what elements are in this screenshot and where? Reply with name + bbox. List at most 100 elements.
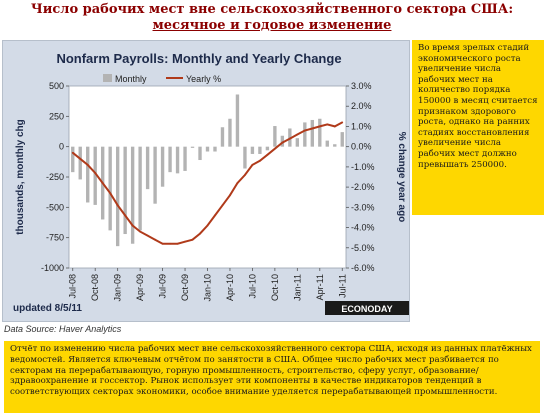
yearly-point	[109, 192, 112, 195]
legend-label-monthly: Monthly	[115, 74, 147, 84]
monthly-bar	[108, 146, 112, 231]
x-tick-label: Jan-09	[113, 274, 123, 302]
updated-note: updated 8/5/11	[13, 303, 82, 314]
yearly-point	[71, 151, 74, 154]
monthly-bar	[340, 132, 344, 147]
yearly-point	[199, 232, 201, 235]
monthly-bar	[228, 118, 232, 147]
monthly-bars	[71, 94, 344, 247]
left-tick-label: -500	[46, 202, 64, 212]
monthly-bar	[175, 146, 180, 174]
right-axis: 3.0% 2.0% 1.0% 0.0% -1.0% -2.0% -3.0% -4.0% -5.0…	[346, 81, 375, 273]
monthly-bar	[93, 146, 97, 205]
left-tick-label: 0	[59, 142, 64, 152]
left-axis-label: thousands, monthly chg	[15, 119, 26, 235]
left-axis: 500 250 0 -250 -500 -750 -1000	[41, 81, 69, 273]
left-tick-label: -750	[46, 233, 64, 243]
chart-title: Nonfarm Payrolls: Monthly and Yearly Cha…	[56, 51, 341, 66]
right-tick-label: -1.0%	[351, 162, 375, 172]
yearly-point	[184, 240, 186, 243]
yearly-point	[296, 133, 299, 136]
monthly-bar	[130, 146, 135, 244]
monthly-bar	[333, 144, 337, 147]
right-tick-label: 2.0%	[351, 101, 372, 111]
monthly-bar	[295, 138, 300, 147]
x-tick-label: Jan-11	[292, 274, 302, 301]
right-tick-label: -6.0%	[351, 263, 375, 273]
monthly-bar	[310, 119, 314, 147]
payrolls-chart: Nonfarm Payrolls: Monthly and Yearly Cha…	[13, 51, 409, 315]
yearly-point	[154, 238, 156, 241]
left-tick-label: -250	[46, 172, 64, 182]
yearly-point	[206, 224, 209, 227]
monthly-bar	[265, 146, 270, 151]
monthly-bar	[318, 118, 322, 147]
yearly-point	[281, 141, 284, 144]
monthly-bar	[78, 146, 82, 180]
monthly-bar	[183, 146, 187, 171]
x-tick-label: Jul-09	[158, 274, 168, 299]
yearly-point	[124, 214, 127, 217]
yearly-point	[176, 242, 179, 245]
monthly-bar	[86, 146, 90, 203]
legend: Monthly Yearly %	[103, 74, 221, 84]
left-tick-label: 250	[49, 111, 64, 121]
monthly-bar	[205, 146, 210, 152]
yearly-point	[311, 127, 314, 130]
monthly-bar	[243, 146, 247, 169]
yearly-line	[71, 121, 344, 245]
yearly-point	[131, 224, 134, 227]
yearly-point	[86, 163, 89, 166]
monthly-bar	[145, 146, 150, 190]
right-axis-label: % change year ago	[396, 132, 407, 223]
yearly-point	[266, 153, 269, 156]
right-tick-label: -2.0%	[351, 182, 375, 192]
monthly-bar	[280, 135, 285, 147]
x-tick-label: Oct-09	[180, 274, 190, 301]
watermark: ECONODAY	[341, 304, 392, 314]
yearly-point	[146, 234, 149, 237]
yearly-point	[229, 194, 231, 197]
x-tick-label: Jan-10	[203, 274, 213, 302]
monthly-bar	[250, 146, 255, 154]
yearly-point	[259, 159, 261, 162]
yearly-point	[341, 121, 344, 124]
right-tick-label: 0.0%	[351, 142, 372, 152]
x-tick-label: Jul-08	[68, 274, 78, 299]
description-note: Отчёт по изменению числа рабочих мест вн…	[4, 341, 540, 413]
data-source: Data Source: Haver Analytics	[4, 324, 122, 334]
title-band: Число рабочих мест вне сельскохозяйствен…	[0, 0, 544, 38]
monthly-bar	[258, 146, 262, 154]
monthly-bar	[213, 146, 217, 152]
x-axis: Jul-08 Oct-08 Jan-09 Apr-09 Jul-09 Oct-09 Jan-…	[68, 268, 347, 302]
x-tick-label: Oct-10	[270, 274, 280, 301]
yearly-point	[244, 174, 246, 176]
yearly-point	[191, 238, 194, 241]
slide-subtitle: месячное и годовое изменение	[152, 18, 392, 33]
x-tick-label: Jul-11	[337, 274, 347, 298]
x-tick-label: Apr-10	[225, 274, 235, 301]
slide-title: Число рабочих мест вне сельскохозяйствен…	[30, 2, 514, 17]
right-tick-label: -5.0%	[351, 243, 375, 253]
monthly-bar	[71, 146, 75, 173]
yearly-point	[214, 214, 216, 217]
yearly-point	[251, 163, 254, 166]
yearly-point	[288, 137, 291, 140]
chart-panel: Nonfarm Payrolls: Monthly and Yearly Cha…	[2, 40, 410, 322]
yearly-point	[169, 242, 171, 245]
yearly-point	[94, 172, 97, 174]
monthly-bar	[273, 126, 277, 147]
legend-swatch-monthly	[103, 74, 112, 82]
right-tick-label: 1.0%	[351, 121, 372, 131]
monthly-bar	[160, 146, 165, 187]
x-tick-label: Apr-09	[135, 274, 145, 301]
yearly-point	[79, 157, 82, 160]
monthly-bar	[220, 127, 225, 147]
yearly-point	[101, 182, 104, 184]
monthly-bar	[168, 146, 172, 173]
monthly-bar	[190, 146, 195, 148]
right-tick-label: -3.0%	[351, 202, 375, 212]
monthly-bar	[138, 146, 142, 231]
yearly-point	[326, 123, 329, 126]
yearly-point	[161, 242, 164, 245]
